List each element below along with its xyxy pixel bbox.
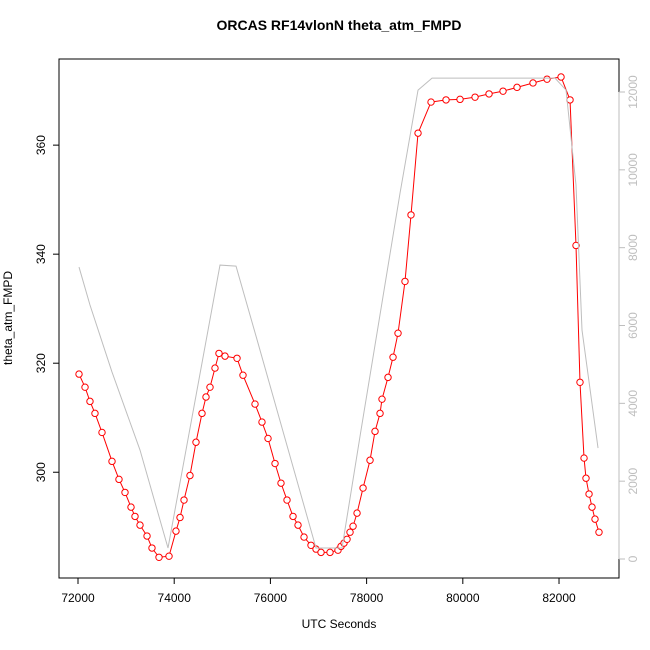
data-point <box>75 370 83 378</box>
data-point <box>294 521 302 529</box>
data-point <box>529 79 537 87</box>
y2-tick-label: 8000 <box>626 234 640 261</box>
data-point <box>121 488 129 497</box>
data-point <box>172 527 180 535</box>
data-point <box>98 428 106 437</box>
data-point <box>389 353 397 361</box>
y2-tick-label: 6000 <box>626 312 640 339</box>
data-point <box>239 371 247 379</box>
data-point <box>585 490 593 498</box>
data-point <box>176 513 184 522</box>
y-axis-label: theta_atm_FMPD <box>1 271 15 365</box>
data-point <box>572 241 580 250</box>
y2-tick-label: 2000 <box>626 468 640 495</box>
data-point <box>251 400 259 408</box>
data-point <box>233 354 241 362</box>
data-point <box>131 512 139 521</box>
data-point <box>307 541 315 549</box>
data-point <box>384 373 392 382</box>
data-point <box>427 98 435 106</box>
series-line <box>78 76 600 558</box>
data-point <box>401 277 409 286</box>
data-point <box>221 352 229 360</box>
series-line <box>78 77 599 549</box>
data-point <box>346 528 354 536</box>
data-point <box>442 96 450 104</box>
data-point <box>202 393 210 401</box>
data-point <box>317 548 325 557</box>
data-point <box>456 95 464 104</box>
data-point <box>471 93 479 101</box>
y2-tick-label: 12000 <box>626 75 640 109</box>
x-tick-label: 78000 <box>350 591 384 605</box>
data-point <box>513 83 521 92</box>
data-point <box>211 364 219 372</box>
data-point <box>300 533 308 541</box>
data-point <box>349 522 357 530</box>
data-point <box>376 409 384 418</box>
data-point <box>366 456 374 464</box>
data-point <box>343 535 351 543</box>
data-point <box>591 515 599 523</box>
data-point <box>595 528 603 536</box>
data-point <box>115 475 123 484</box>
data-point <box>143 532 151 540</box>
data-point <box>289 512 297 521</box>
data-point <box>148 544 156 552</box>
data-point <box>359 484 367 492</box>
data-point <box>186 471 194 480</box>
x-tick-label: 72000 <box>61 591 95 605</box>
data-point <box>576 378 584 386</box>
y2-tick-label: 0 <box>626 555 640 562</box>
x-tick-label: 80000 <box>446 591 480 605</box>
data-point <box>582 474 590 482</box>
data-point <box>485 90 493 98</box>
y-tick-label: 320 <box>34 353 48 373</box>
y-tick-label: 340 <box>34 244 48 264</box>
y2-tick-label: 10000 <box>626 153 640 187</box>
data-point <box>180 496 188 504</box>
data-point <box>283 496 291 504</box>
y-tick-label: 360 <box>34 135 48 155</box>
x-tick-label: 76000 <box>254 591 288 605</box>
data-point <box>353 509 361 517</box>
data-point <box>192 438 200 446</box>
x-tick-label: 82000 <box>542 591 576 605</box>
data-point <box>557 73 565 81</box>
data-point <box>588 503 596 511</box>
x-axis-label: UTC Seconds <box>302 617 377 631</box>
y2-tick-label: 4000 <box>626 390 640 417</box>
data-point <box>371 427 379 436</box>
data-point <box>407 211 415 219</box>
data-point <box>91 409 99 418</box>
data-point <box>198 409 206 418</box>
data-point <box>258 418 266 426</box>
data-point <box>499 87 507 95</box>
plot-frame <box>58 58 620 579</box>
data-point <box>206 383 214 391</box>
data-point <box>326 548 334 557</box>
data-point <box>165 552 173 560</box>
data-point <box>86 397 94 406</box>
data-point <box>215 349 223 358</box>
data-point <box>543 75 551 83</box>
data-point <box>271 459 279 468</box>
data-point <box>580 454 588 462</box>
data-point <box>378 395 386 403</box>
data-point <box>81 383 89 391</box>
chart-title: ORCAS RF14vlonN theta_atm_FMPD <box>216 17 461 33</box>
y-tick-label: 300 <box>34 462 48 482</box>
data-point <box>394 329 402 337</box>
data-point <box>264 434 272 443</box>
data-point <box>155 553 163 561</box>
data-point <box>108 457 116 466</box>
data-point <box>127 503 135 511</box>
data-point <box>136 521 144 529</box>
x-tick-label: 74000 <box>158 591 192 605</box>
data-point <box>414 129 422 137</box>
data-point <box>277 479 285 487</box>
